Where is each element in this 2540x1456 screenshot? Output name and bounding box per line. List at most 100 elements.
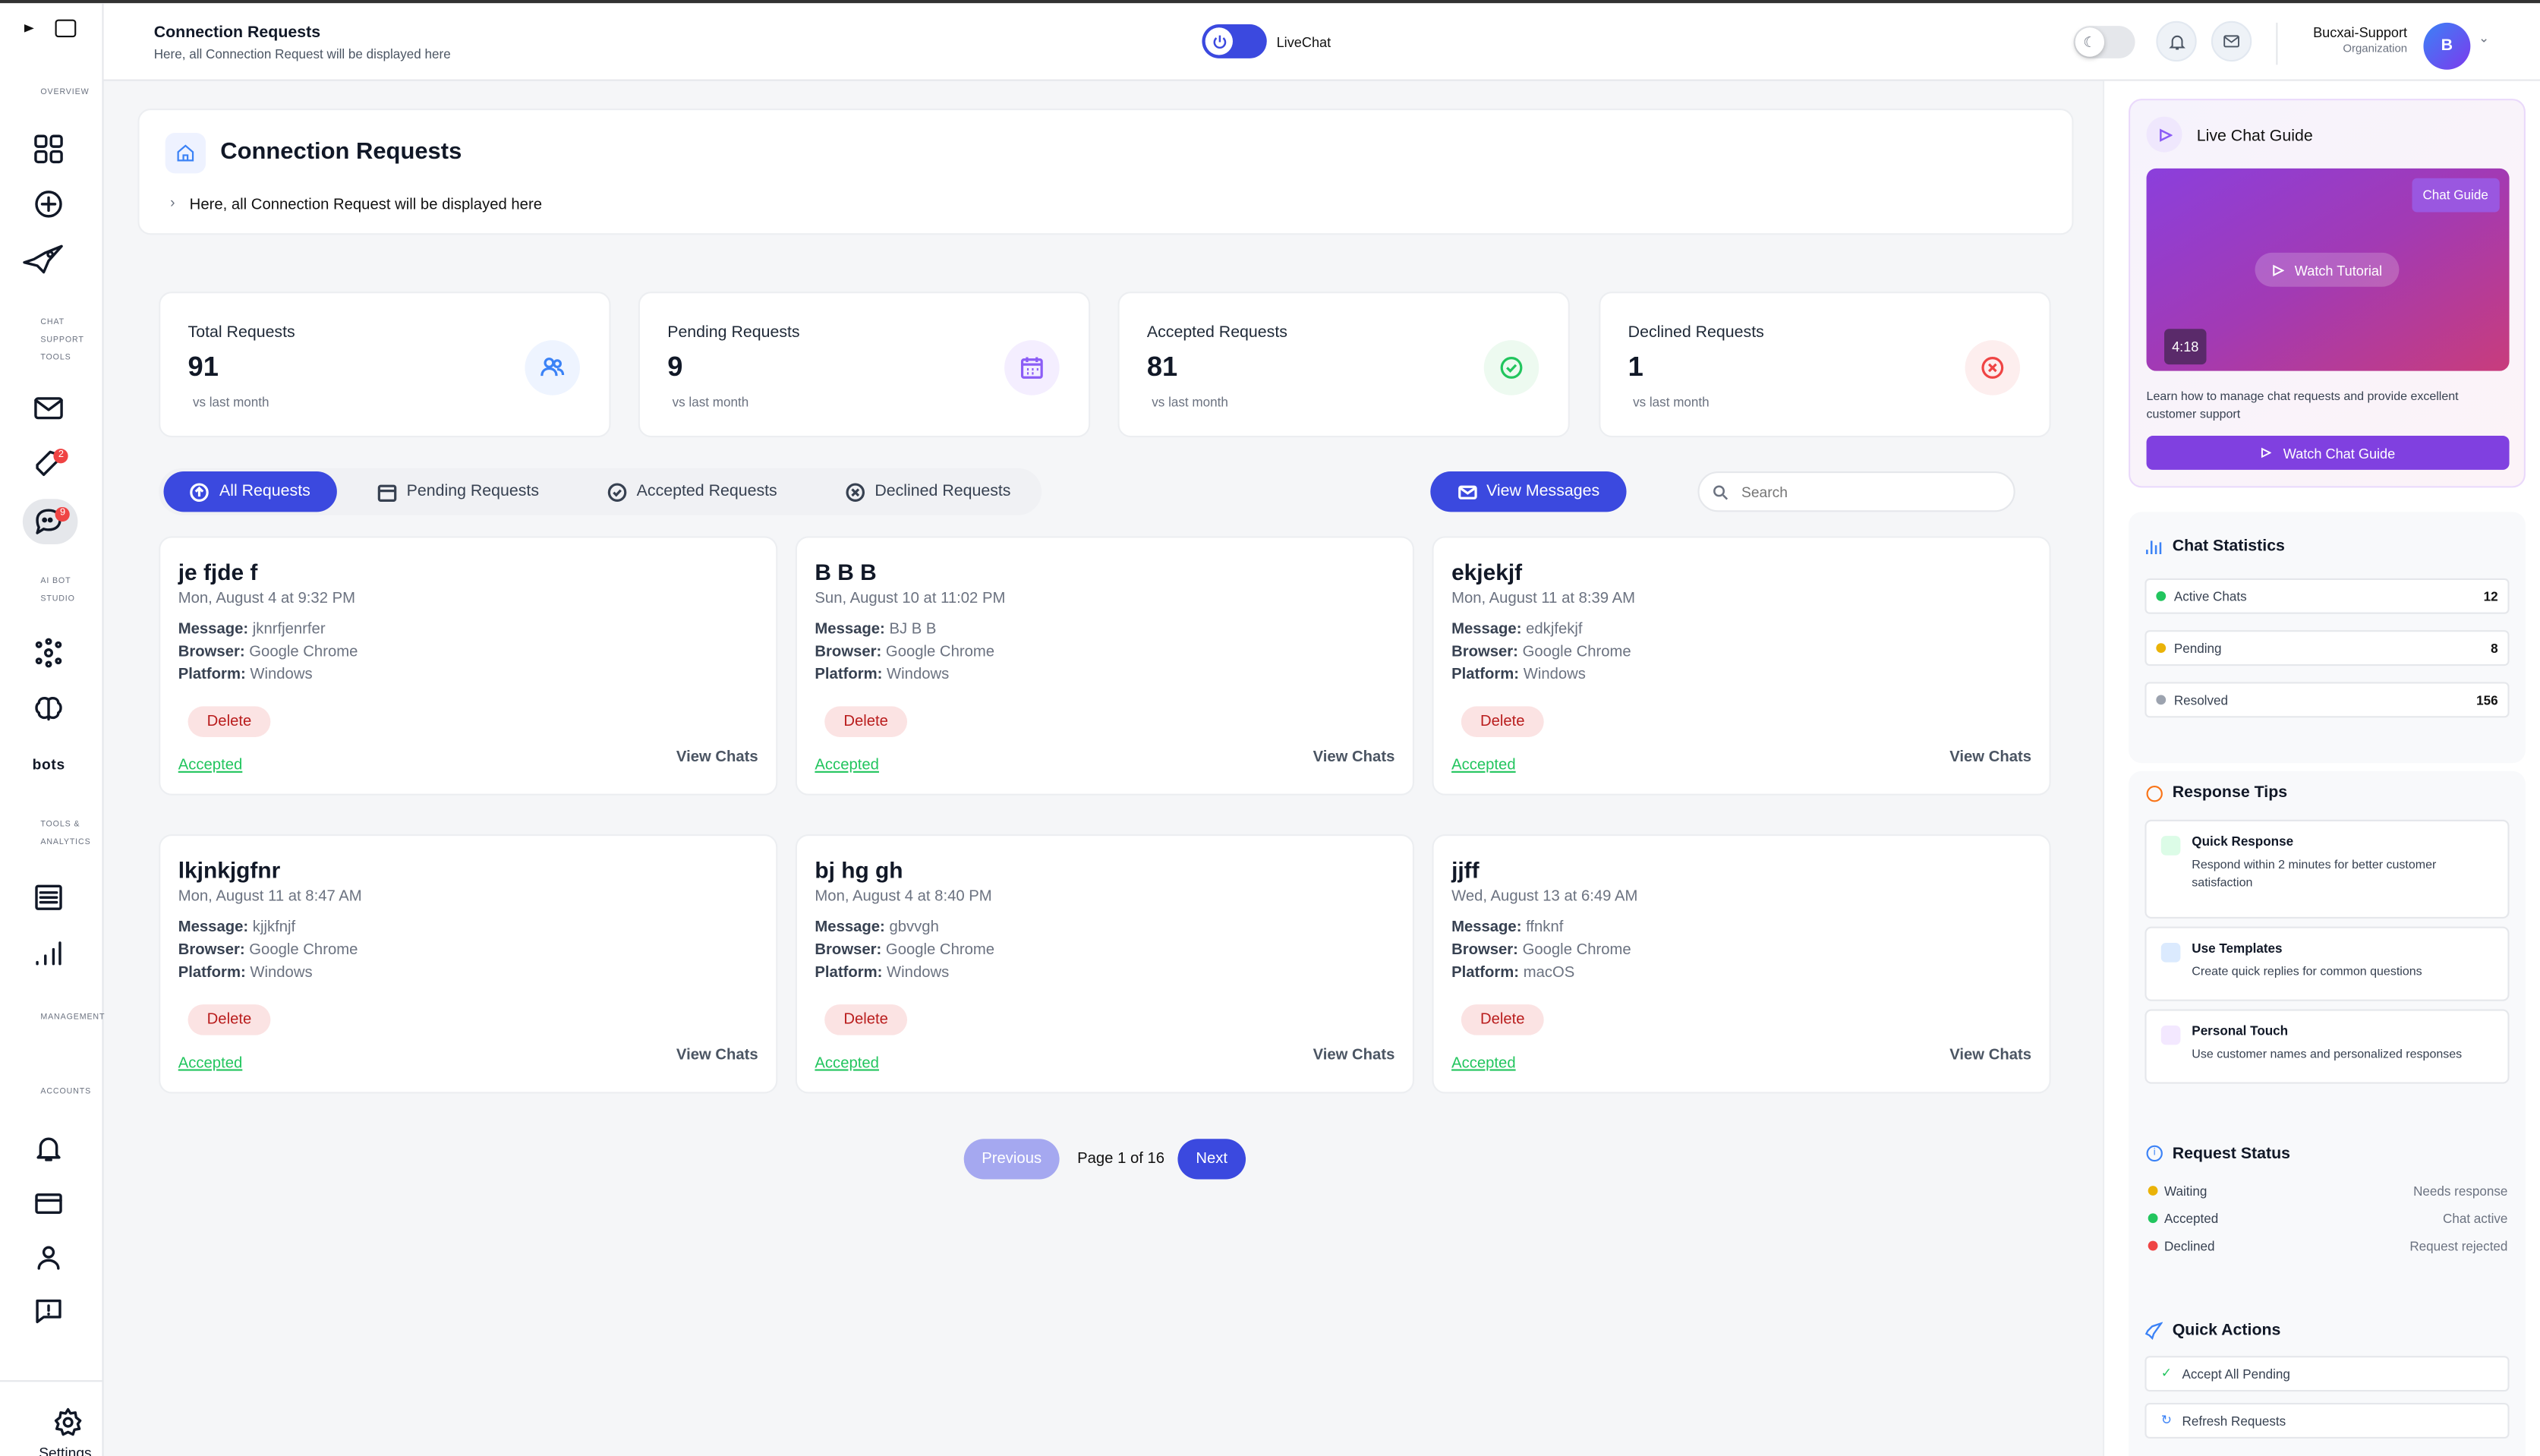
accepted-status-link[interactable]: Accepted bbox=[178, 756, 243, 775]
status-dot bbox=[2148, 1213, 2158, 1224]
bell-icon[interactable] bbox=[33, 1133, 65, 1165]
collapse-sidebar-icon[interactable] bbox=[55, 19, 77, 38]
stat-comparison: vs last month bbox=[672, 395, 749, 410]
view-chats-button[interactable]: View Chats bbox=[1313, 1046, 1395, 1065]
stat-value: 1 bbox=[1628, 351, 1643, 383]
power-icon bbox=[1205, 27, 1233, 55]
next-button[interactable]: Next bbox=[1177, 1139, 1246, 1180]
platform-label: Platform: bbox=[178, 963, 246, 982]
previous-button[interactable]: Previous bbox=[963, 1139, 1060, 1180]
view-chats-button[interactable]: View Chats bbox=[1313, 748, 1395, 767]
view-messages-button[interactable]: View Messages bbox=[1430, 471, 1627, 512]
request-status-title: Request Status bbox=[2172, 1145, 2291, 1164]
mail-icon bbox=[2223, 35, 2239, 48]
watch-chat-guide-button[interactable]: Watch Chat Guide bbox=[2146, 436, 2510, 470]
check-circle-icon bbox=[1483, 340, 1539, 396]
avatar[interactable]: B bbox=[2423, 22, 2471, 70]
delete-button[interactable]: Delete bbox=[824, 1004, 908, 1035]
message-label: Message: bbox=[815, 620, 885, 638]
dashboard-icon[interactable] bbox=[33, 133, 65, 165]
credit-card-icon[interactable] bbox=[33, 1187, 65, 1220]
accepted-status-link[interactable]: Accepted bbox=[1451, 756, 1516, 775]
brain-icon[interactable] bbox=[33, 693, 65, 726]
mail-icon[interactable] bbox=[33, 392, 65, 424]
report-icon[interactable] bbox=[33, 881, 65, 914]
accepted-status-link[interactable]: Accepted bbox=[1451, 1054, 1516, 1073]
play-icon bbox=[2274, 263, 2285, 276]
accepted-status-link[interactable]: Accepted bbox=[815, 1054, 879, 1073]
chat-stat-value: 8 bbox=[2491, 641, 2498, 657]
guide-title: Live Chat Guide bbox=[2196, 128, 2313, 147]
status-dot bbox=[2156, 695, 2167, 705]
quick-actions-card: Quick Actions ✓ Accept All Pending ↻ Refre… bbox=[2129, 1300, 2526, 1456]
stat-card: Accepted Requests 81 vs last month bbox=[1117, 292, 1570, 438]
tab-all-requests[interactable]: All Requests bbox=[163, 471, 337, 512]
accepted-status-link[interactable]: Accepted bbox=[815, 756, 879, 775]
delete-button[interactable]: Delete bbox=[188, 1004, 271, 1035]
delete-button[interactable]: Delete bbox=[188, 706, 271, 737]
settings-icon[interactable] bbox=[52, 1406, 84, 1439]
request-message: Message: BJ B B bbox=[815, 620, 936, 638]
platform-value: macOS bbox=[1523, 963, 1575, 982]
delete-button[interactable]: Delete bbox=[1461, 706, 1544, 737]
user-icon bbox=[2160, 1025, 2181, 1045]
browser-value: Google Chrome bbox=[1522, 941, 1631, 960]
neural-network-icon[interactable] bbox=[33, 637, 65, 670]
view-messages-label: View Messages bbox=[1486, 482, 1600, 501]
watch-tutorial-button[interactable]: Watch Tutorial bbox=[2255, 252, 2400, 287]
add-circle-icon[interactable] bbox=[33, 188, 65, 221]
search-box[interactable] bbox=[1697, 471, 2015, 512]
settings-label[interactable]: Settings bbox=[39, 1445, 92, 1456]
view-chats-button[interactable]: View Chats bbox=[1949, 1046, 2032, 1065]
timer-icon bbox=[2146, 785, 2163, 802]
chat-bubble-icon[interactable] bbox=[33, 506, 65, 538]
accepted-status-link[interactable]: Accepted bbox=[178, 1054, 243, 1073]
rocket-icon bbox=[2145, 1322, 2163, 1340]
bar-chart-icon[interactable] bbox=[33, 938, 65, 971]
header-subtitle: Here, all Connection Request will be dis… bbox=[153, 46, 451, 62]
rocket-icon[interactable] bbox=[23, 243, 65, 276]
feedback-icon[interactable] bbox=[33, 1294, 65, 1327]
view-chats-button[interactable]: View Chats bbox=[1949, 748, 2032, 767]
browser-value: Google Chrome bbox=[249, 643, 358, 661]
video-duration: 4:18 bbox=[2164, 329, 2207, 365]
request-platform: Platform: macOS bbox=[1451, 964, 1574, 982]
request-browser: Browser: Google Chrome bbox=[815, 643, 994, 660]
refresh-requests-button[interactable]: ↻ Refresh Requests bbox=[2145, 1403, 2510, 1439]
request-card: bj hg gh Mon, August 4 at 8:40 PM Messag… bbox=[795, 834, 1414, 1094]
browser-value: Google Chrome bbox=[885, 941, 995, 960]
dark-mode-toggle[interactable]: ☾ bbox=[2073, 26, 2135, 58]
request-platform: Platform: Windows bbox=[1451, 666, 1586, 683]
delete-button[interactable]: Delete bbox=[824, 706, 908, 737]
delete-button[interactable]: Delete bbox=[1461, 1004, 1544, 1035]
tab-declined-requests[interactable]: Declined Requests bbox=[826, 471, 1030, 512]
response-tip: Personal Touch Use customer names and per… bbox=[2145, 1009, 2510, 1084]
request-card: B B B Sun, August 10 at 11:02 PM Message… bbox=[795, 536, 1414, 796]
chat-badge: 9 bbox=[55, 506, 71, 522]
stat-card: Declined Requests 1 vs last month bbox=[1599, 292, 2051, 438]
lightning-icon bbox=[2160, 836, 2181, 856]
notifications-button[interactable] bbox=[2156, 20, 2197, 62]
message-value: ffnknf bbox=[1526, 918, 1564, 937]
request-date: Mon, August 11 at 8:47 AM bbox=[178, 887, 362, 906]
messages-button[interactable] bbox=[2211, 20, 2252, 62]
stat-comparison: vs last month bbox=[192, 395, 269, 410]
search-input[interactable] bbox=[1741, 479, 2001, 506]
view-chats-button[interactable]: View Chats bbox=[676, 1046, 758, 1065]
guide-video[interactable]: Chat Guide Watch Tutorial 4:18 bbox=[2146, 168, 2510, 371]
tab-pending-requests[interactable]: Pending Requests bbox=[358, 471, 559, 512]
accept-all-pending-button[interactable]: ✓ Accept All Pending bbox=[2145, 1356, 2510, 1392]
sidebar: OVERVIEW CHAT SUPPORT TOOLS 2 9 AI BOT S… bbox=[0, 3, 105, 1456]
chat-stat-row: Pending 8 bbox=[2145, 630, 2510, 667]
stat-title: Accepted Requests bbox=[1146, 323, 1287, 342]
user-icon[interactable] bbox=[33, 1241, 65, 1274]
browser-label: Browser: bbox=[1451, 941, 1518, 960]
tab-accepted-requests[interactable]: Accepted Requests bbox=[588, 471, 797, 512]
watch-chat-guide-label: Watch Chat Guide bbox=[2283, 444, 2396, 462]
bots-link[interactable]: bots bbox=[32, 756, 65, 773]
message-value: kjjkfnjf bbox=[252, 918, 296, 937]
livechat-toggle[interactable] bbox=[1202, 24, 1267, 58]
view-chats-button[interactable]: View Chats bbox=[676, 748, 758, 767]
chevron-down-icon[interactable]: ⌄ bbox=[2479, 30, 2490, 46]
quick-action-label: Accept All Pending bbox=[2182, 1367, 2290, 1382]
